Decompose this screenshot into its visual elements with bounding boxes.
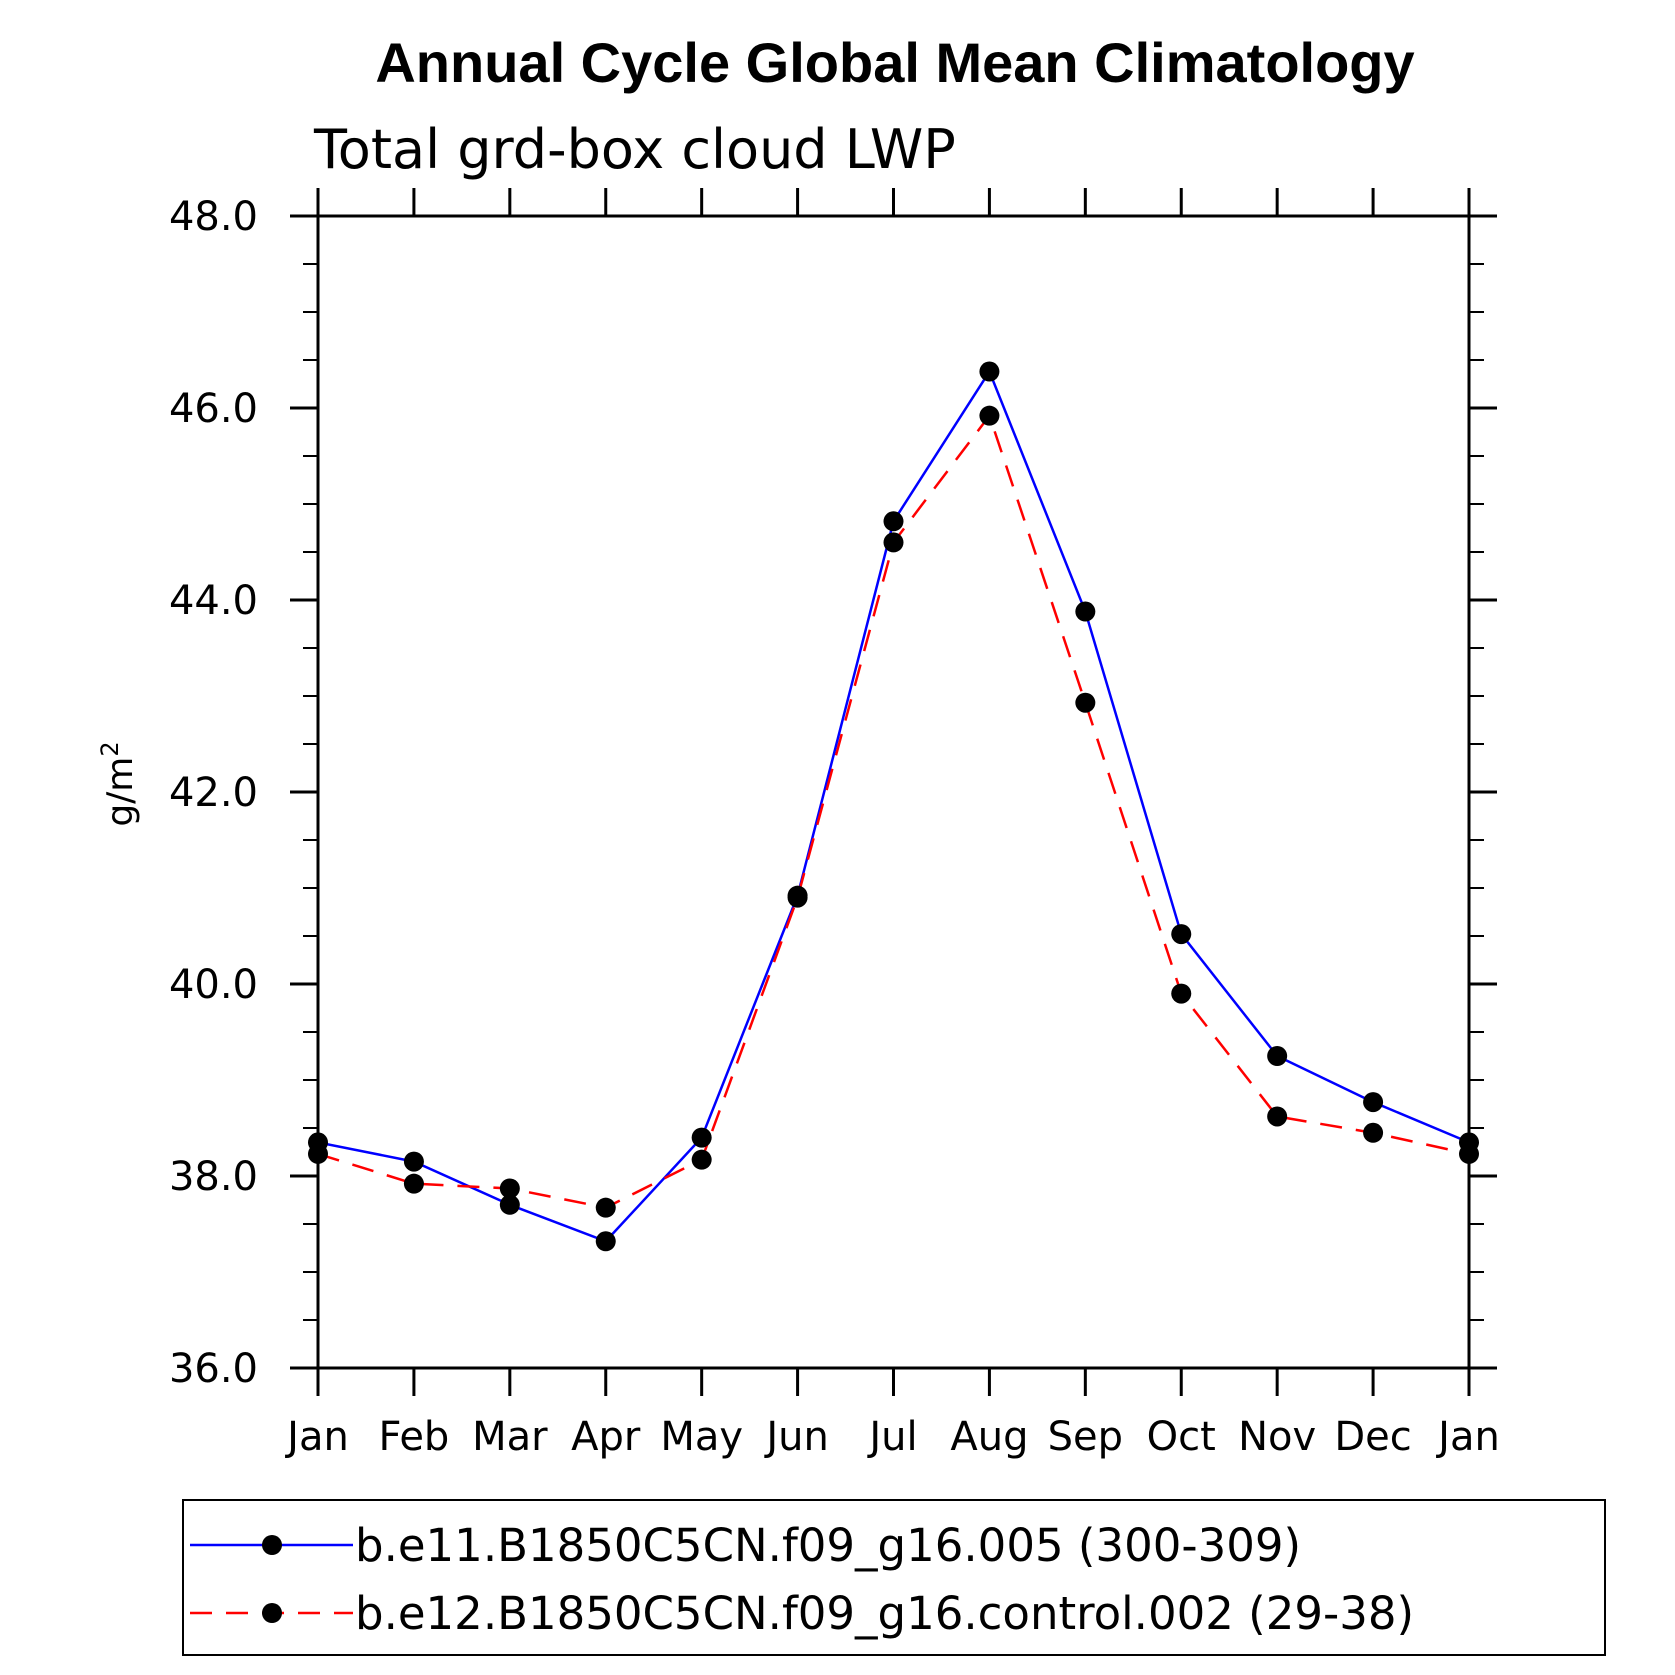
x-tick-label: Aug xyxy=(950,1414,1028,1460)
x-tick-label: Jun xyxy=(763,1414,829,1460)
series-2-point xyxy=(499,1178,520,1199)
series-1-point xyxy=(1075,601,1096,622)
y-axis-label-base: g/m xyxy=(100,757,141,827)
legend-marker-series-1 xyxy=(262,1535,282,1555)
series-1-point xyxy=(499,1194,520,1215)
y-tick-label: 40.0 xyxy=(169,962,258,1008)
series-1-point xyxy=(883,511,904,532)
x-tick-label: Feb xyxy=(379,1414,450,1460)
y-axis-tick-labels: 36.0 38.0 40.0 42.0 44.0 46.0 48.0 xyxy=(169,194,258,1392)
series-2-point xyxy=(595,1197,616,1218)
series-2-point xyxy=(883,532,904,553)
y-tick-label: 44.0 xyxy=(169,578,258,624)
y-tick-label: 48.0 xyxy=(169,194,258,240)
legend-label-series-2: b.e12.B1850C5CN.f09_g16.control.002 (29-… xyxy=(355,1587,1414,1640)
series-2-point xyxy=(308,1143,328,1164)
x-tick-label: Nov xyxy=(1238,1414,1316,1460)
series-2-point xyxy=(787,887,808,908)
series-line-1 xyxy=(317,368,1470,1243)
x-tick-label: Jul xyxy=(866,1414,917,1460)
axis-ticks xyxy=(290,188,1497,1396)
series-2-point xyxy=(1459,1143,1479,1164)
series-1-point xyxy=(595,1231,616,1252)
x-tick-label: Dec xyxy=(1334,1414,1411,1460)
series-2-point xyxy=(1363,1122,1384,1143)
series-1-point xyxy=(1267,1046,1288,1066)
y-tick-label: 38.0 xyxy=(169,1154,258,1200)
legend-marker-series-2 xyxy=(262,1603,282,1623)
series-2-point xyxy=(1075,692,1096,713)
y-tick-label: 46.0 xyxy=(169,386,258,432)
series-2-point xyxy=(403,1173,424,1194)
series-2-point xyxy=(691,1149,712,1170)
series-1-point xyxy=(1363,1092,1384,1113)
series-1-point xyxy=(1171,924,1192,945)
x-tick-label: Sep xyxy=(1048,1414,1123,1460)
y-tick-label: 42.0 xyxy=(169,770,258,816)
series-2-point xyxy=(979,405,1000,426)
x-tick-label: May xyxy=(660,1414,743,1460)
chart-subtitle: Total grd-box cloud LWP xyxy=(313,118,956,181)
x-tick-label: Apr xyxy=(571,1414,641,1460)
series-1-point xyxy=(691,1127,712,1148)
series-2-point xyxy=(1267,1106,1288,1127)
x-tick-label: Mar xyxy=(472,1414,548,1460)
legend-box xyxy=(182,1499,1606,1656)
x-tick-label: Jan xyxy=(284,1414,349,1460)
series-1-point xyxy=(403,1151,424,1172)
series-2-point xyxy=(1171,983,1192,1004)
series-1-point xyxy=(979,361,1000,382)
x-tick-label: Jan xyxy=(1435,1414,1500,1460)
chart-title: Annual Cycle Global Mean Climatology xyxy=(375,31,1414,94)
y-tick-label: 36.0 xyxy=(169,1346,258,1392)
x-axis-tick-labels: Jan Feb Mar Apr May Jun Jul Aug Sep Oct Nov Dec Jan xyxy=(284,1414,1500,1460)
legend: b.e11.B1850C5CN.f09_g16.005 (300-309) b.… xyxy=(182,1499,1606,1656)
series-group xyxy=(308,361,1479,1252)
x-tick-label: Oct xyxy=(1147,1414,1216,1460)
legend-label-series-1: b.e11.B1850C5CN.f09_g16.005 (300-309) xyxy=(355,1519,1301,1572)
svg-text:g/m2: g/m2 xyxy=(96,741,141,826)
y-axis-label-superscript: 2 xyxy=(96,741,124,756)
y-axis-label: g/m2 xyxy=(96,741,141,826)
